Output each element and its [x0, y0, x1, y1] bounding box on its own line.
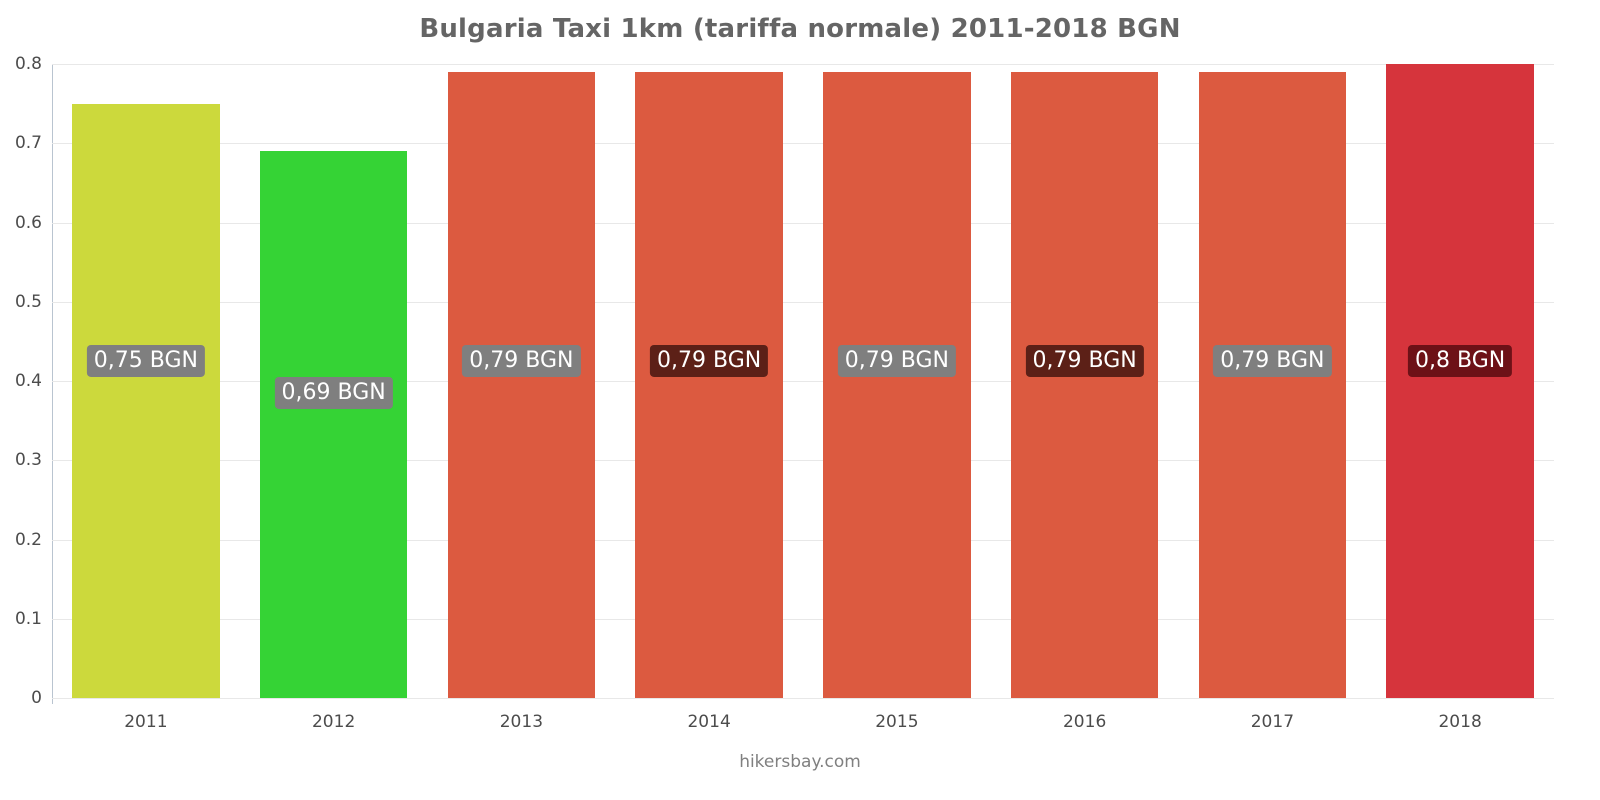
- y-axis-label: 0.1: [14, 608, 42, 629]
- gridline: [52, 381, 1554, 382]
- plot-area: 0,75 BGN 0,69 BGN 0,79 BGN 0,79 BGN 0,79 BGN…: [52, 64, 1554, 699]
- bar[interactable]: [259, 151, 408, 698]
- gridline: [52, 143, 1554, 145]
- y-axis-label: 0.5: [14, 291, 42, 312]
- gridline: [52, 539, 1554, 541]
- gridline: [52, 64, 1554, 65]
- gridline: [52, 460, 1554, 462]
- chart-title: Bulgaria Taxi 1km (tariffa normale) 2011…: [419, 14, 1181, 44]
- bar[interactable]: [72, 103, 220, 698]
- bar[interactable]: [1386, 64, 1534, 698]
- y-axis-label: 0.3: [14, 450, 42, 471]
- bar-value-label: 0,75 BGN: [86, 345, 205, 378]
- gridline: [52, 222, 1554, 224]
- bar-value-label: 0,79 BGN: [462, 345, 581, 378]
- y-axis-label: 0.4: [14, 371, 42, 391]
- x-axis-label: 2013: [499, 712, 544, 732]
- bar[interactable]: [1010, 71, 1159, 698]
- x-axis-label: 2012: [311, 712, 356, 732]
- x-axis-label: 2017: [1250, 712, 1295, 732]
- bar-value-label: 0,69 BGN: [274, 376, 393, 409]
- y-axis-label: 0.8: [14, 54, 42, 74]
- bar[interactable]: [823, 71, 971, 698]
- y-axis-label: 0: [31, 688, 42, 708]
- bar[interactable]: [447, 71, 596, 698]
- bar-value-label: 0,79 BGN: [1025, 345, 1144, 378]
- y-axis-label: 0.6: [14, 212, 42, 233]
- bar-value-label: 0,79 BGN: [1213, 345, 1332, 378]
- gridline: [52, 301, 1554, 303]
- x-axis-label: 2018: [1438, 712, 1482, 732]
- source-watermark: hikersbay.com: [739, 752, 861, 772]
- x-axis-label: 2014: [687, 712, 731, 732]
- y-axis-label: 0.2: [14, 529, 42, 550]
- gridline: [52, 618, 1554, 620]
- bar-value-label: 0,8 BGN: [1408, 345, 1513, 378]
- x-axis-label: 2016: [1062, 712, 1107, 732]
- x-axis-label: 2011: [124, 712, 168, 732]
- y-axis-label: 0.7: [14, 133, 42, 154]
- y-axis-line: [52, 64, 53, 704]
- bar[interactable]: [1198, 71, 1347, 698]
- bar-value-label: 0,79 BGN: [837, 345, 956, 378]
- bar-value-label: 0,79 BGN: [650, 345, 769, 378]
- bar[interactable]: [635, 71, 783, 698]
- x-axis-label: 2015: [875, 712, 919, 732]
- gridline: [52, 698, 1554, 699]
